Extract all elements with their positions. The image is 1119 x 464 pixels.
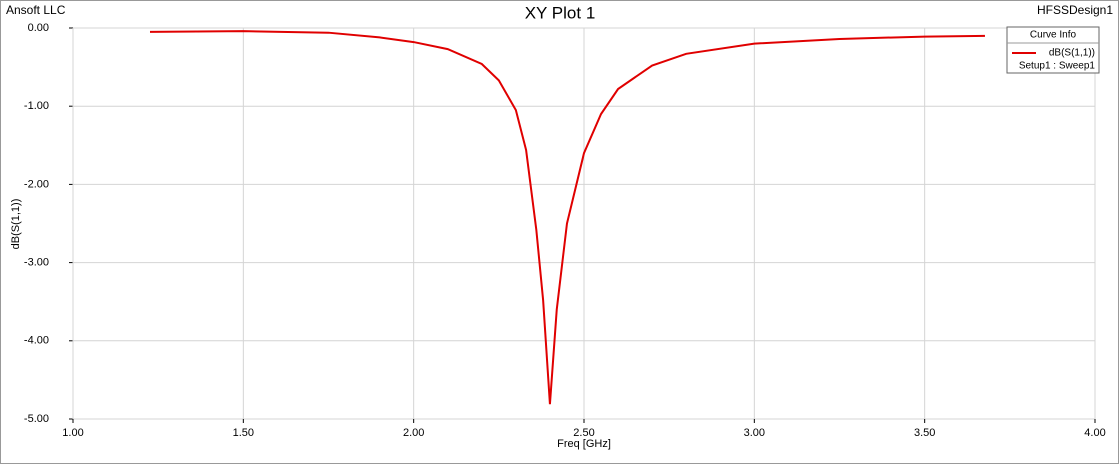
data-line bbox=[149, 30, 985, 405]
legend-entry: dB(S(1,1)) bbox=[1049, 48, 1095, 59]
design-name: HFSSDesign1 bbox=[1037, 3, 1113, 17]
y-tick-label: 0.00 bbox=[28, 22, 49, 34]
y-tick-label: -3.00 bbox=[24, 257, 49, 269]
legend-title: Curve Info bbox=[1030, 30, 1077, 41]
y-tick-label: -2.00 bbox=[24, 178, 49, 190]
legend-subtitle: Setup1 : Sweep1 bbox=[1019, 61, 1096, 72]
y-tick-label: -4.00 bbox=[24, 335, 49, 347]
y-tick-label: -5.00 bbox=[24, 413, 49, 425]
company: Ansoft LLC bbox=[6, 3, 66, 17]
x-tick-label: 1.00 bbox=[62, 427, 83, 439]
y-axis-label: dB(S(1,1)) bbox=[10, 199, 22, 250]
legend-box bbox=[1006, 26, 1100, 74]
x-tick-label: 3.50 bbox=[914, 427, 935, 439]
x-tick-label: 4.00 bbox=[1084, 427, 1105, 439]
y-tick-label: -1.00 bbox=[24, 100, 49, 112]
x-tick-label: 3.00 bbox=[744, 427, 765, 439]
chart-title: XY Plot 1 bbox=[525, 3, 596, 22]
x-tick-label: 1.50 bbox=[233, 427, 254, 439]
x-tick-label: 2.00 bbox=[403, 427, 424, 439]
x-tick-label: 2.50 bbox=[573, 427, 594, 439]
legend: Curve Info dB(S(1,1)) Setup1 : Sweep1 bbox=[1006, 26, 1100, 74]
x-axis-label: Freq [GHz] bbox=[557, 438, 611, 450]
